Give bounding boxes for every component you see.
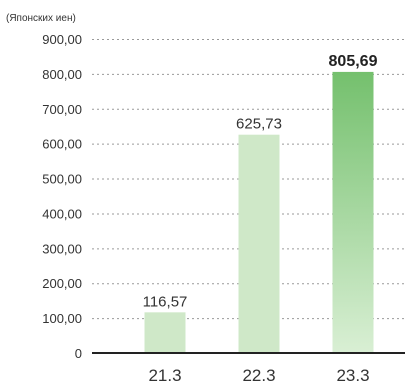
bar <box>332 71 374 353</box>
x-axis-categories: 21.3 22.3 23.3 <box>148 366 369 384</box>
unit-label: (Японских иен) <box>6 13 76 24</box>
bar-value-label: 116,57 <box>143 293 188 310</box>
y-axis-ticks: 0 100,00 200,00 300,00 400,00 500,00 600,00 700… <box>42 32 82 361</box>
bars <box>144 71 374 353</box>
y-tick-label: 0 <box>75 346 82 361</box>
x-tick-label: 22.3 <box>242 366 275 384</box>
x-tick-label: 21.3 <box>148 366 181 384</box>
y-tick-label: 300,00 <box>42 241 82 256</box>
y-tick-label: 700,00 <box>42 102 82 117</box>
y-tick-label: 900,00 <box>42 32 82 47</box>
y-tick-label: 400,00 <box>42 206 82 221</box>
y-tick-label: 100,00 <box>42 311 82 326</box>
y-tick-label: 200,00 <box>42 276 82 291</box>
bar-value-label: 625,73 <box>236 116 282 133</box>
y-tick-label: 600,00 <box>42 137 82 152</box>
bar <box>238 134 280 353</box>
bar-value-label: 805,69 <box>329 53 378 70</box>
x-tick-label: 23.3 <box>336 366 369 384</box>
value-labels: 116,57 625,73 805,69 <box>143 53 378 310</box>
y-tick-label: 500,00 <box>42 172 82 187</box>
y-tick-label: 800,00 <box>42 67 82 82</box>
bar <box>144 312 186 353</box>
